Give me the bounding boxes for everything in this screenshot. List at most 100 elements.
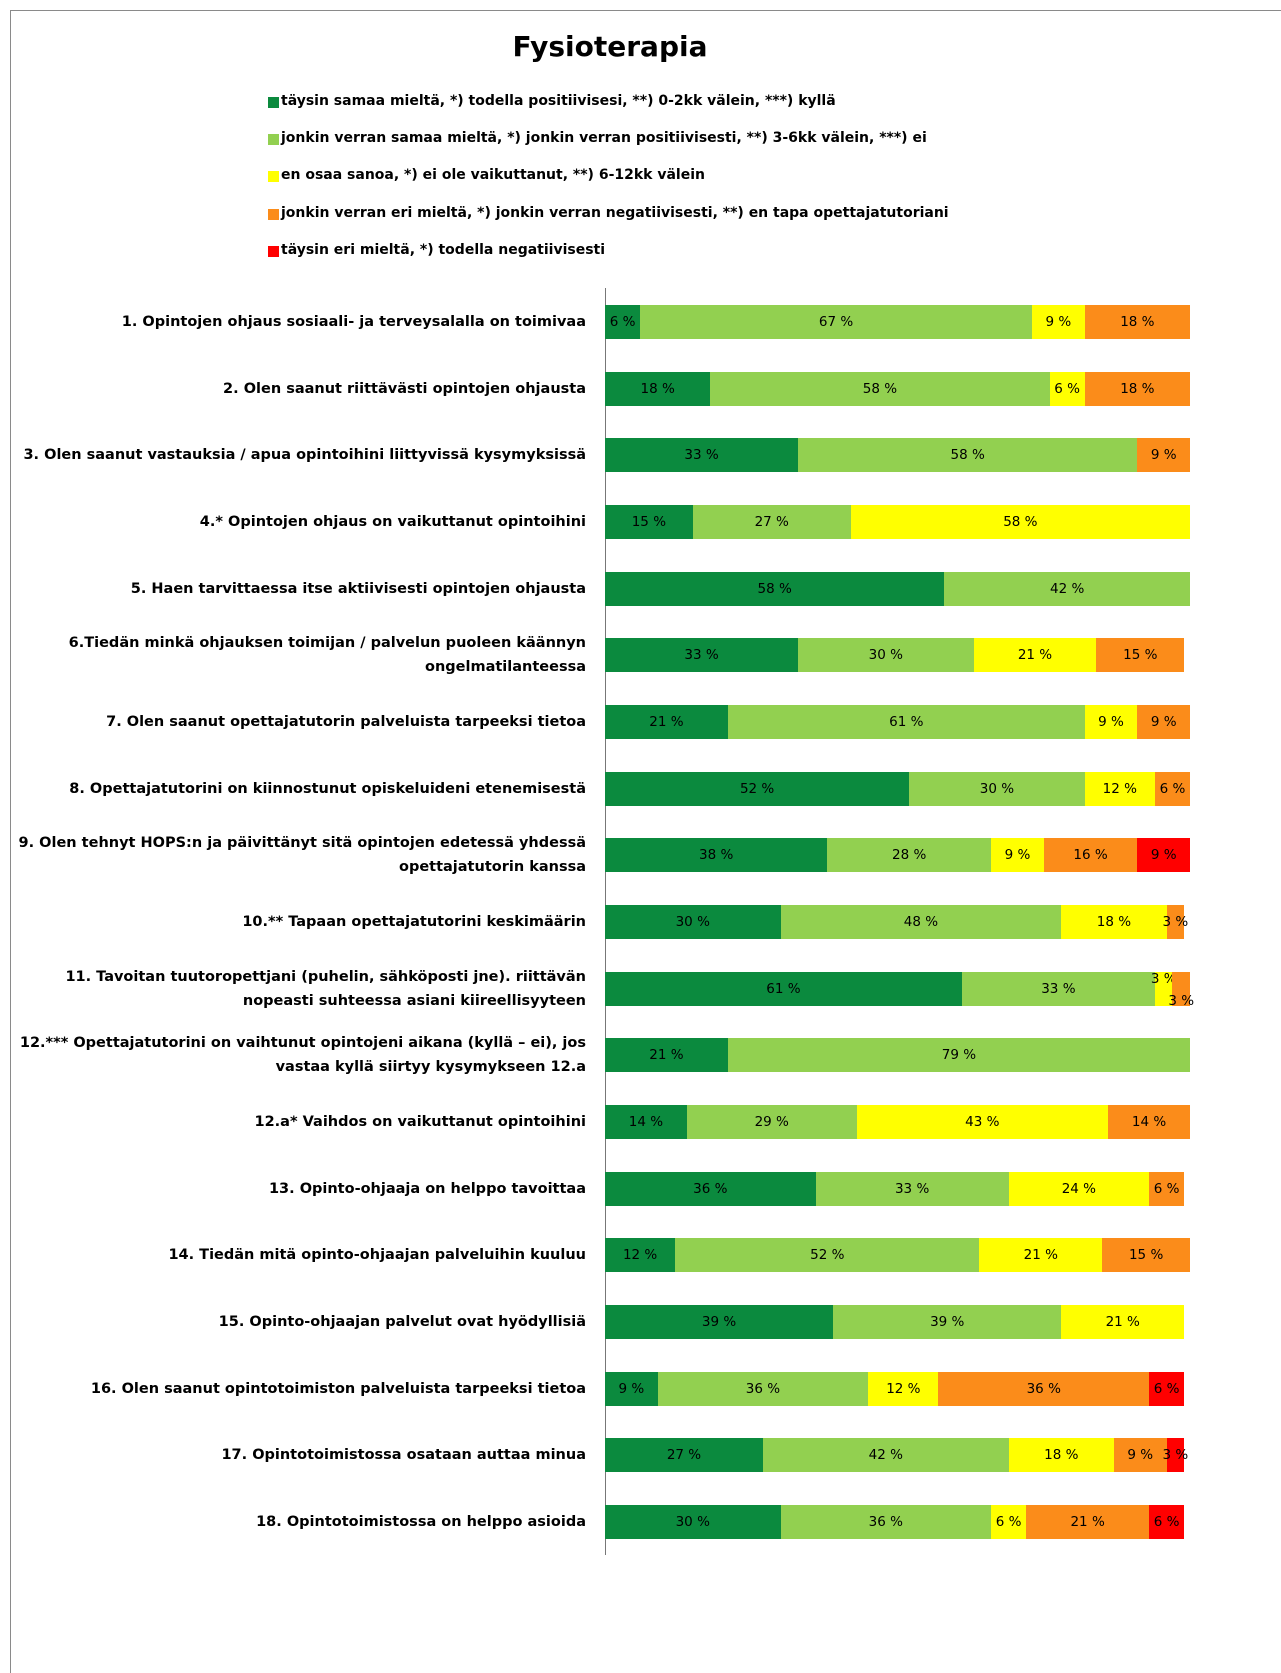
bar-segment [605,838,828,873]
data-label: 12 % [886,1380,921,1397]
data-label: 16 % [1073,847,1108,864]
y-tick-label: 5. Haen tarvittaessa itse aktiivisesti o… [130,580,586,597]
data-label: 29 % [754,1114,789,1130]
legend-swatch [268,134,279,146]
data-label: 6 % [1153,1180,1180,1197]
bar-segment [686,1105,857,1139]
bar-segment [605,1438,763,1473]
data-label: 24 % [1061,1180,1096,1197]
bar-segment [657,1371,869,1406]
data-label: 67 % [818,314,854,330]
bar-segment [640,305,1033,339]
bar-segment [1026,1505,1150,1539]
bar-segment [1043,838,1138,873]
bar-segment [991,838,1044,873]
bar-segment [605,1038,728,1073]
bar-segment [1113,1438,1167,1473]
bar-segment [798,638,974,673]
y-tick-label: 17. Opintotoimistossa osataan auttaa min… [221,1447,586,1464]
data-label: 30 % [979,780,1015,797]
data-label: 30 % [868,647,903,664]
bar-segment [605,905,781,939]
data-label: 30 % [675,914,710,930]
bar-segment [605,1238,676,1273]
bar-segment [909,771,1085,806]
legend-swatch [268,245,279,257]
data-label: 21 % [1070,1514,1105,1530]
bar-segment [762,1438,1009,1473]
y-tick-label: 8. Opettajatutorini on kiinnostunut opis… [69,780,586,797]
bar-segment [1049,371,1085,406]
chart-title: Fysioterapia [512,30,708,63]
data-label: 58 % [862,380,898,397]
data-label: 6 % [1159,780,1186,797]
y-tick-label: 11. Tavoitan tuutoropettjani (puhelin, s… [65,968,586,1009]
legend-label: täysin eri mieltä, *) todella negatiivis… [281,241,606,258]
data-label: 36 % [1026,1380,1061,1397]
data-label: 61 % [889,714,924,730]
data-label: 39 % [701,1314,737,1330]
y-tick-label: 13. Opinto-ohjaaja on helppo tavoittaa [268,1180,586,1197]
data-label: 3 % [1162,914,1189,930]
data-label: 9 % [1004,847,1031,864]
bar-segment [833,1305,1062,1339]
data-label: 6 % [1153,1380,1180,1397]
data-label: 42 % [868,1447,903,1464]
data-label: 18 % [1120,380,1155,397]
bar-segment [1096,638,1185,673]
bar-segment [605,638,799,673]
data-label: 12 % [622,1247,658,1264]
data-label: 33 % [1041,980,1076,997]
bar-segment [1149,1171,1185,1206]
bar-segment [1084,705,1138,739]
data-label: 6 % [609,314,636,330]
data-label: 6 % [1054,380,1080,397]
bar-segment [727,705,1085,739]
data-label: 79 % [941,1047,977,1064]
y-tick-label: 9. Olen tehnyt HOPS:n ja päivittänyt sit… [18,835,586,876]
bar-segment [675,1238,980,1273]
data-label: 36 % [693,1180,728,1197]
legend-swatch [268,171,279,183]
data-label: 3 % [1150,970,1177,987]
data-label: 28 % [892,847,927,864]
bar-segment [1061,905,1167,939]
data-label: 3 % [1168,992,1195,1009]
legend-swatch [268,97,279,108]
data-label: 58 % [950,447,985,464]
data-label: 52 % [810,1247,845,1264]
bar-segment [710,371,1050,406]
bar-segment [605,505,693,539]
bar-segment [605,771,910,806]
data-label: 9 % [1098,714,1124,730]
bar-segment [1154,971,1173,1006]
data-label: 27 % [754,514,789,530]
data-label: 48 % [903,914,939,930]
bar-segment [605,305,641,339]
data-label: 43 % [965,1114,1000,1130]
bar-segment [780,1505,992,1539]
data-label: 38 % [698,847,734,864]
data-label: 21 % [1017,647,1053,664]
bar-segment [979,1238,1103,1273]
data-label: 6 % [1153,1514,1180,1530]
data-label: 12 % [1102,780,1137,797]
data-label: 36 % [745,1380,781,1397]
data-label: 9 % [1150,847,1177,864]
bar-segment [1032,305,1085,339]
bar-segment [1061,1305,1185,1339]
y-tick-label: 12.*** Opettajatutorini on vaihtunut opi… [19,1035,586,1076]
data-label: 15 % [1128,1247,1164,1264]
data-label: 61 % [766,980,801,997]
data-label: 9 % [1150,714,1177,730]
bar-segment [944,571,1190,606]
data-label: 27 % [666,1447,702,1464]
data-label: 52 % [739,780,775,797]
legend-label: jonkin verran samaa mieltä, *) jonkin ve… [281,130,927,147]
bar-segment [973,638,1097,673]
bar-segment [605,438,799,473]
y-tick-label: 18. Opintotoimistossa on helppo asioida [256,1514,586,1530]
legend-label: täysin samaa mieltä, *) todella positiiv… [281,93,836,109]
bar-segment [692,505,851,539]
